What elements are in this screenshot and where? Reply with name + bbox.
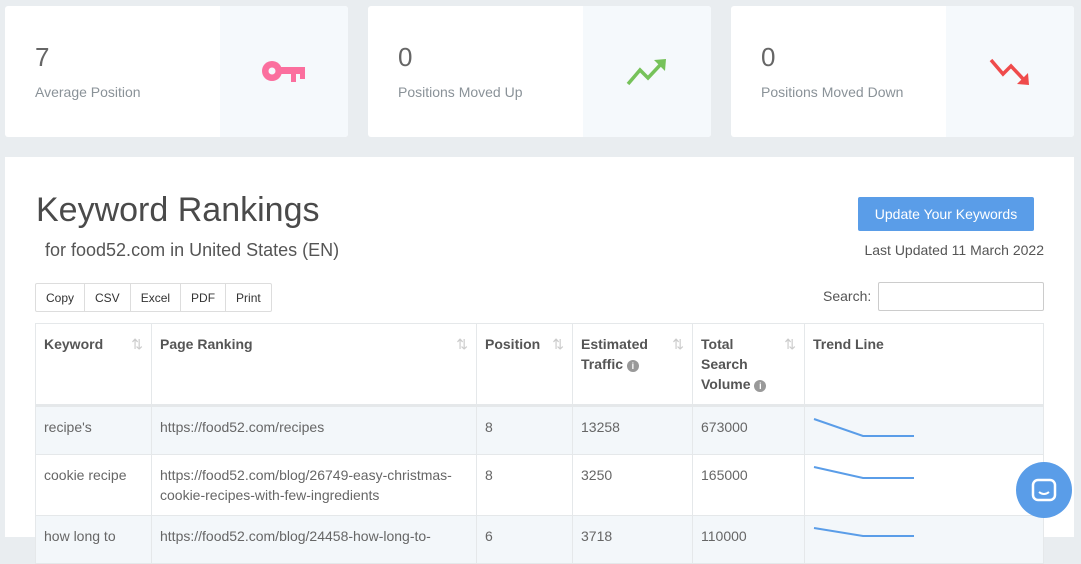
chat-icon xyxy=(1031,478,1057,502)
trend-sparkline xyxy=(813,418,914,437)
column-header-position[interactable]: Position ⇅ xyxy=(476,323,573,407)
column-header-estimated-traffic[interactable]: Estimated Traffic i ⇅ xyxy=(572,323,693,407)
volume-cell: 110000 xyxy=(692,515,805,564)
trend-up-icon xyxy=(626,58,666,85)
stat-card-moved-down: 0 Positions Moved Down xyxy=(731,6,1074,137)
key-icon xyxy=(262,60,305,82)
stat-card-moved-up: 0 Positions Moved Up xyxy=(368,6,711,137)
trend-down-icon xyxy=(989,58,1029,85)
volume-cell: 673000 xyxy=(692,405,805,455)
export-buttons: Copy CSV Excel PDF Print xyxy=(35,283,272,312)
page-subtitle: for food52.com in United States (EN) xyxy=(45,240,340,260)
search-input[interactable] xyxy=(878,282,1044,311)
stat-value: 7 xyxy=(35,42,50,72)
trend-cell xyxy=(804,454,1044,516)
page-cell: https://food52.com/blog/24458-how-long-t… xyxy=(151,515,477,564)
keyword-cell: how long to xyxy=(35,515,152,564)
column-header-trend-line: Trend Line xyxy=(804,323,1044,407)
table-row: how long to https://food52.com/blog/2445… xyxy=(35,515,1044,564)
keyword-rankings-panel: Keyword Rankings for food52.com in Unite… xyxy=(5,157,1074,564)
sort-icon[interactable]: ⇅ xyxy=(672,336,684,352)
position-cell: 8 xyxy=(476,454,573,516)
traffic-cell: 3250 xyxy=(572,454,693,516)
copy-button[interactable]: Copy xyxy=(36,284,86,311)
traffic-cell: 3718 xyxy=(572,515,693,564)
chat-launcher-button[interactable] xyxy=(1016,462,1072,518)
trend-sparkline xyxy=(813,527,914,537)
print-button[interactable]: Print xyxy=(236,291,261,305)
position-cell: 8 xyxy=(476,405,573,455)
page-cell: https://food52.com/blog/26749-easy-chris… xyxy=(151,454,477,516)
keyword-cell: recipe's xyxy=(35,405,152,455)
sort-icon[interactable]: ⇅ xyxy=(552,336,564,352)
trend-sparkline xyxy=(813,466,914,479)
stat-label: Positions Moved Down xyxy=(761,84,904,100)
column-header-keyword[interactable]: Keyword ⇅ xyxy=(35,323,152,407)
pdf-button[interactable]: PDF xyxy=(181,284,227,311)
page-cell: https://food52.com/recipes xyxy=(151,405,477,455)
sort-icon[interactable]: ⇅ xyxy=(456,336,468,352)
update-keywords-button[interactable]: Update Your Keywords xyxy=(858,197,1034,231)
column-header-total-search-volume[interactable]: Total Search Volume i ⇅ xyxy=(692,323,805,407)
last-updated: Last Updated 11 March 2022 xyxy=(864,242,1044,258)
trend-cell xyxy=(804,515,1044,564)
search-label: Search: xyxy=(823,288,872,304)
sort-icon[interactable]: ⇅ xyxy=(784,336,796,352)
stat-label: Average Position xyxy=(35,84,141,100)
column-header-page-ranking[interactable]: Page Ranking ⇅ xyxy=(151,323,477,407)
traffic-cell: 13258 xyxy=(572,405,693,455)
position-cell: 6 xyxy=(476,515,573,564)
table-row: recipe's https://food52.com/recipes 8 13… xyxy=(35,405,1044,455)
stat-value: 0 xyxy=(398,42,413,72)
csv-button[interactable]: CSV xyxy=(85,284,131,311)
trend-cell xyxy=(804,405,1044,455)
excel-button[interactable]: Excel xyxy=(131,284,182,311)
sort-icon[interactable]: ⇅ xyxy=(131,336,143,352)
volume-cell: 165000 xyxy=(692,454,805,516)
stat-value: 0 xyxy=(761,42,776,72)
info-icon[interactable]: i xyxy=(754,380,767,392)
keyword-cell: cookie recipe xyxy=(35,454,152,516)
stat-label: Positions Moved Up xyxy=(398,84,523,100)
page-title: Keyword Rankings xyxy=(36,191,320,229)
info-icon[interactable]: i xyxy=(626,360,639,372)
table-row: cookie recipe https://food52.com/blog/26… xyxy=(35,454,1044,516)
stat-card-average-position: 7 Average Position xyxy=(5,6,348,137)
